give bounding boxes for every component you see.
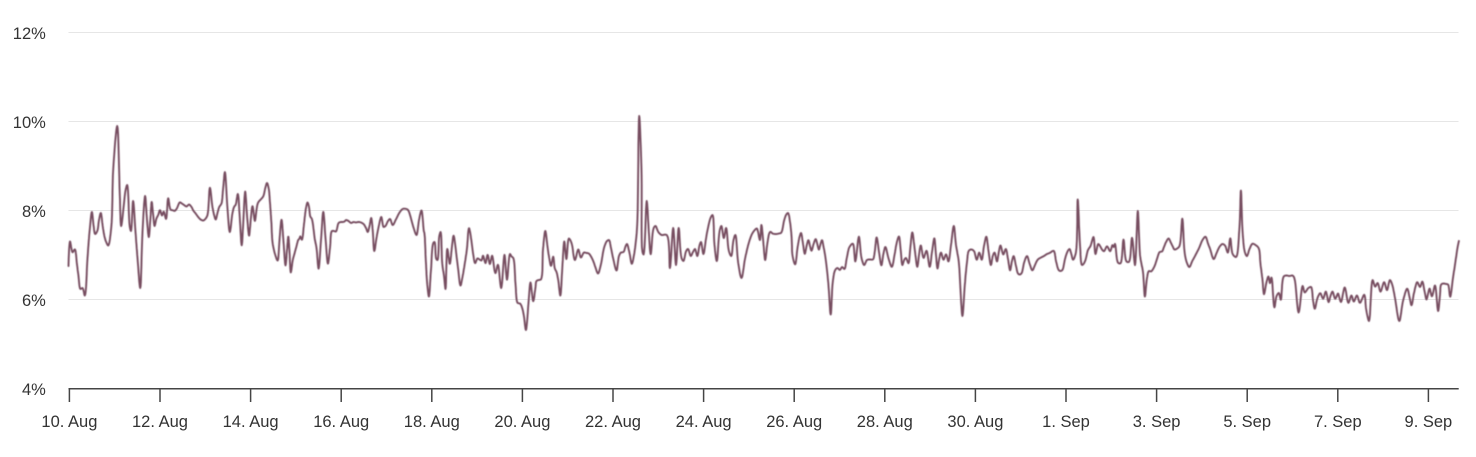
svg-text:24. Aug: 24. Aug [676, 413, 732, 431]
svg-text:1. Sep: 1. Sep [1042, 413, 1090, 431]
svg-text:22. Aug: 22. Aug [585, 413, 641, 431]
svg-text:6%: 6% [22, 292, 46, 310]
svg-text:30. Aug: 30. Aug [947, 413, 1003, 431]
svg-text:4%: 4% [22, 381, 46, 399]
svg-text:9. Sep: 9. Sep [1405, 413, 1453, 431]
svg-text:5. Sep: 5. Sep [1223, 413, 1271, 431]
svg-text:8%: 8% [22, 203, 46, 221]
svg-text:3. Sep: 3. Sep [1133, 413, 1181, 431]
svg-text:26. Aug: 26. Aug [766, 413, 822, 431]
svg-text:16. Aug: 16. Aug [313, 413, 369, 431]
svg-text:7. Sep: 7. Sep [1314, 413, 1362, 431]
svg-text:14. Aug: 14. Aug [223, 413, 279, 431]
svg-text:12%: 12% [13, 25, 46, 43]
svg-text:28. Aug: 28. Aug [857, 413, 913, 431]
svg-text:10. Aug: 10. Aug [41, 413, 97, 431]
svg-text:20. Aug: 20. Aug [494, 413, 550, 431]
svg-text:10%: 10% [13, 114, 46, 132]
svg-text:12. Aug: 12. Aug [132, 413, 188, 431]
svg-text:18. Aug: 18. Aug [404, 413, 460, 431]
